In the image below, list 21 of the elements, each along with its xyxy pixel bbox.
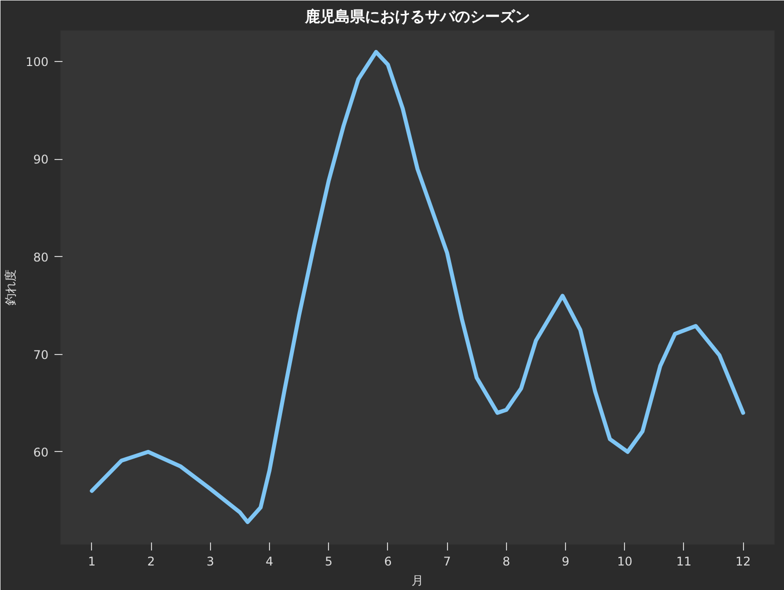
y-tick-label: 80 <box>33 250 49 264</box>
x-tick-label: 11 <box>676 554 692 568</box>
chart-title: 鹿児島県におけるサバのシーズン <box>304 8 530 26</box>
y-tick-label: 70 <box>33 348 49 362</box>
y-axis-title: 釣れ度 <box>4 270 18 306</box>
x-axis-title: 月 <box>412 574 424 588</box>
x-tick-label: 5 <box>324 554 333 568</box>
x-tick-label: 10 <box>617 554 632 568</box>
y-tick-label: 90 <box>33 152 49 167</box>
x-tick-label: 1 <box>88 554 96 568</box>
line-series <box>90 50 746 524</box>
x-tick-label: 4 <box>266 554 274 568</box>
x-tick-label: 12 <box>735 554 751 568</box>
x-tick-label: 7 <box>443 554 451 568</box>
x-tick-label: 9 <box>562 554 570 568</box>
x-tick-label: 8 <box>502 554 510 568</box>
x-tick-label: 2 <box>147 554 155 568</box>
x-tick-label: 6 <box>384 554 392 568</box>
y-tick-label: 100 <box>26 55 48 70</box>
x-tick-label: 3 <box>206 554 214 568</box>
y-tick-label: 60 <box>33 445 49 460</box>
